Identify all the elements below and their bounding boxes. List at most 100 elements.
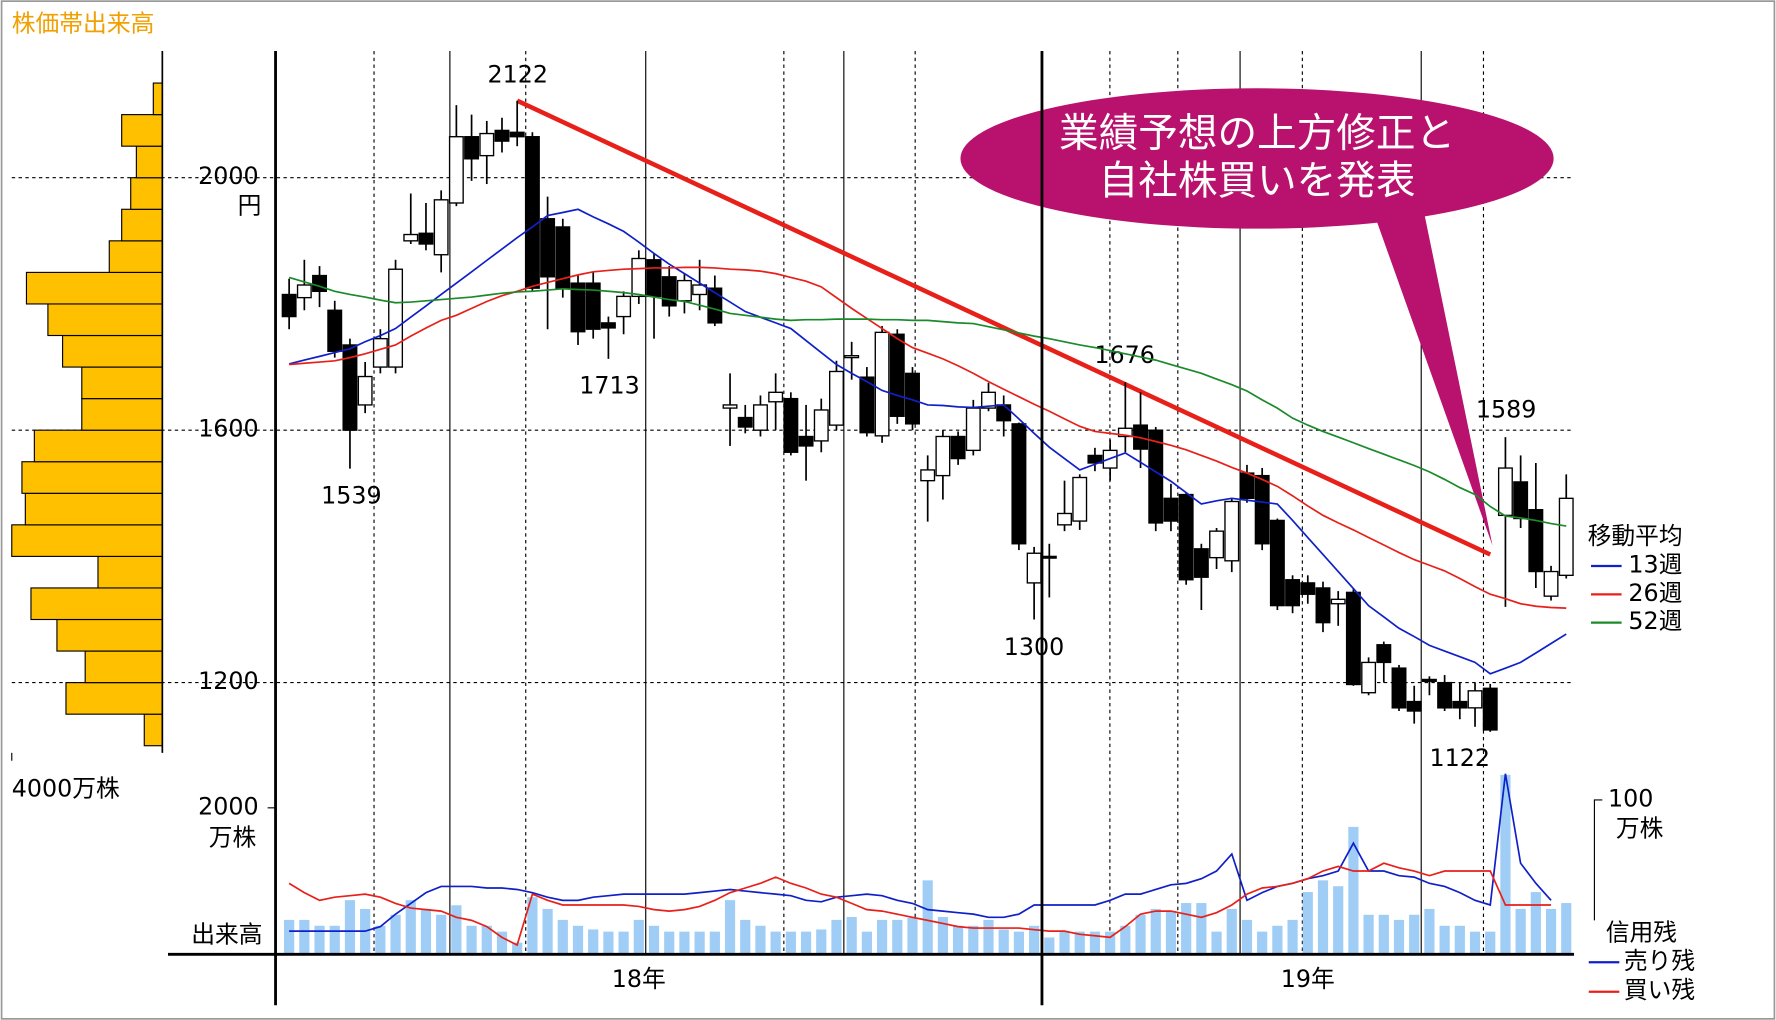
volume-bar: [1333, 886, 1344, 955]
volume-bar: [390, 914, 401, 955]
profile-bar: [121, 114, 163, 147]
candle-body: [1041, 555, 1057, 559]
candle-body: [1482, 687, 1498, 731]
volume-bar: [846, 916, 857, 955]
candle-body: [1178, 493, 1194, 581]
profile-bar: [62, 334, 163, 368]
volume-bar: [466, 925, 477, 955]
volume-bar: [1348, 826, 1359, 955]
profile-bar: [56, 618, 163, 652]
profile-bar: [11, 524, 163, 557]
volume-bar: [1530, 892, 1541, 955]
candle-body: [312, 274, 328, 293]
volume-bar: [436, 914, 447, 955]
candle-body: [1391, 667, 1407, 709]
candle-body: [479, 132, 495, 157]
candle-body: [981, 391, 996, 409]
candle-body: [388, 268, 404, 368]
candle-body: [1254, 474, 1270, 545]
candle-body: [281, 293, 297, 318]
trend-line: [516, 98, 1492, 557]
candle-body: [1376, 644, 1392, 664]
candle-body: [1452, 700, 1468, 709]
volume-bar: [299, 919, 310, 955]
candle-body: [372, 337, 388, 368]
candle-body: [889, 333, 905, 417]
x-tick-label: 18年: [612, 965, 666, 993]
candle-body: [1497, 467, 1513, 517]
candle-body: [707, 287, 723, 324]
y-tick-label: 2000: [198, 162, 258, 190]
price-label: 1539: [321, 481, 381, 509]
volume-bar: [1150, 908, 1161, 955]
candle-body: [1361, 661, 1377, 694]
profile-bar: [47, 303, 163, 337]
candle-body: [935, 435, 951, 477]
volume-bar: [1454, 925, 1465, 955]
volume-bar: [344, 900, 356, 955]
volume-bar: [1378, 914, 1389, 955]
candle-body: [585, 282, 601, 330]
margin-legend-title: 信用残: [1606, 918, 1677, 946]
volume-bar: [892, 919, 903, 955]
candle-body: [1209, 530, 1225, 559]
legend-label: 買い残: [1624, 976, 1695, 1004]
moving-average-line: [289, 266, 1567, 609]
candle-body: [494, 129, 510, 142]
candle-body: [1558, 497, 1574, 577]
legend-label: 売り残: [1624, 947, 1695, 975]
profile-bar: [33, 429, 163, 463]
volume-bar: [451, 905, 462, 955]
volume-bar: [876, 919, 888, 955]
volume-bar: [1545, 908, 1557, 955]
volume-bar: [1211, 931, 1222, 955]
profile-bar: [97, 555, 163, 589]
candle-body: [646, 259, 662, 298]
volume-bar: [314, 925, 325, 955]
price-label: 2122: [488, 60, 548, 88]
volume-bar: [679, 931, 690, 955]
volume-label: 出来高: [191, 921, 262, 949]
candle-body: [692, 284, 708, 296]
candle-body: [722, 404, 738, 409]
volume-bar: [1287, 919, 1298, 955]
candle-body: [1117, 427, 1133, 438]
candle-body: [798, 435, 814, 447]
volume-bar: [633, 919, 644, 955]
candle-body: [859, 376, 875, 434]
candle-body: [844, 355, 860, 359]
legend-label: 52週: [1628, 607, 1682, 635]
profile-bar: [121, 208, 163, 242]
candle-body: [524, 136, 540, 289]
candle-body: [1330, 598, 1346, 605]
volume-bar: [284, 919, 295, 955]
candle-body: [1087, 454, 1103, 464]
profile-bar: [30, 587, 163, 621]
volume-bar: [831, 919, 842, 955]
profile-bar: [130, 177, 163, 210]
price-label: 1122: [1429, 744, 1489, 772]
y2-tick: [1593, 799, 1603, 921]
volume-bar: [405, 900, 416, 955]
moving-average-line: [288, 276, 1567, 527]
candle-body: [464, 136, 480, 160]
candle-body: [828, 370, 844, 426]
candle-body: [1011, 423, 1027, 545]
y-tick-label: 2000: [198, 792, 258, 820]
candle-body: [418, 232, 434, 245]
volume-bar: [496, 931, 508, 955]
profile-bar: [152, 82, 163, 116]
y-tick-label: 1600: [198, 415, 258, 443]
ma-legend-title: 移動平均: [1588, 522, 1683, 550]
y-tick-label: 1200: [198, 667, 258, 695]
volume-bar: [1013, 931, 1025, 955]
margin-line: [288, 862, 1552, 947]
candle-body: [403, 233, 419, 242]
callout-text: 業績予想の上方修正と: [1059, 110, 1455, 156]
profile-bar: [108, 240, 163, 273]
volume-bar: [1439, 925, 1450, 955]
volume-bar: [861, 931, 872, 955]
candle-body: [342, 344, 358, 431]
volume-bar: [588, 929, 599, 955]
